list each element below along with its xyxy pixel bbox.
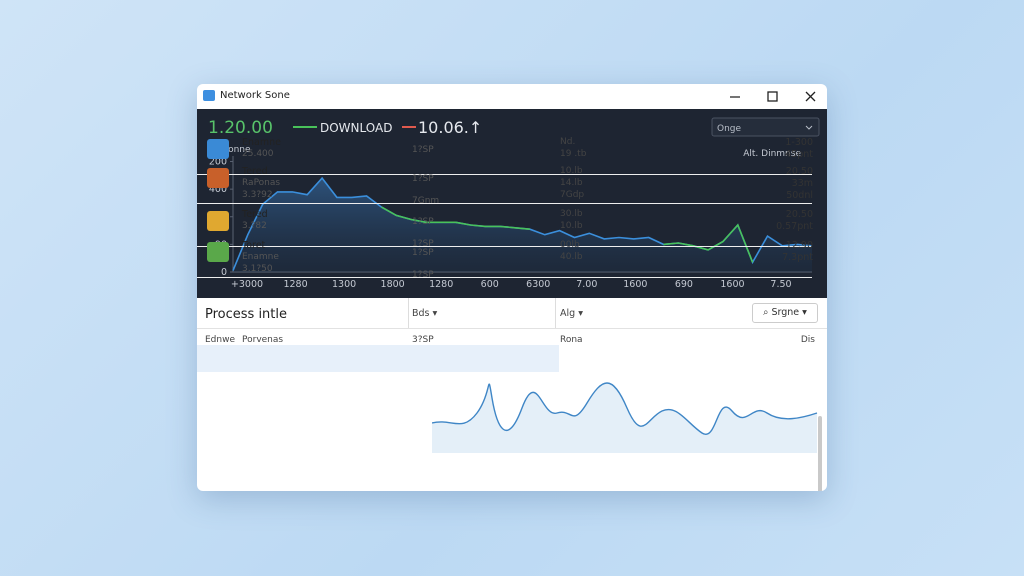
axis-label: * Sonne <box>215 145 251 155</box>
cell: 1?SP <box>412 217 434 227</box>
table-title: Process intle <box>205 307 288 322</box>
app-icon <box>203 90 215 101</box>
scrollbar[interactable] <box>818 416 822 491</box>
y-tick-label: 400 <box>209 184 227 195</box>
x-tick-label: +3000 <box>231 279 263 290</box>
cell: 1?SP <box>412 145 434 155</box>
x-tick-label: 1600 <box>623 279 647 290</box>
maximize[interactable] <box>767 91 778 102</box>
y-tick-label: 0 <box>221 267 227 278</box>
subheader-cell: Dis <box>800 335 815 345</box>
upload-value: 10.06.↑ <box>418 118 482 137</box>
row-name: Toret <box>242 240 266 251</box>
col-sep <box>408 298 409 328</box>
col-header[interactable]: Alg ▾ <box>560 308 583 319</box>
col-sep <box>555 298 556 328</box>
cell: 0.57pnt <box>776 221 813 232</box>
cell: 19 .tb <box>560 149 587 159</box>
row-highlight <box>197 345 559 372</box>
download-label: DOWNLOAD <box>320 121 392 135</box>
col-header[interactable]: Bds ▾ <box>412 308 438 319</box>
x-tick-label: 7.50 <box>770 279 791 290</box>
row-icon <box>207 242 229 262</box>
overlay-graph <box>432 382 818 453</box>
cell: 12.90 <box>785 240 813 251</box>
window-controls <box>730 91 816 102</box>
area <box>233 178 812 272</box>
close[interactable] <box>805 91 816 102</box>
x-tick-label: 6300 <box>526 279 550 290</box>
cell: 33m <box>791 178 813 189</box>
cell: 00lb <box>560 240 580 250</box>
cell: 1?SP <box>412 248 434 258</box>
dropdown-label: Onge <box>717 124 742 134</box>
button-label: Srgne <box>771 307 800 318</box>
chart: 1.20.00 DOWNLOAD 10.06.↑ Onge * Sonne Al… <box>208 117 820 290</box>
row-name: Tered <box>242 166 268 177</box>
row-icon <box>207 168 229 188</box>
legend-label: Alt. Dinmnse <box>743 149 801 159</box>
x-tick-label: 1280 <box>283 279 307 290</box>
dropdown[interactable] <box>711 117 820 137</box>
cell: 7.3pnt <box>782 252 813 263</box>
row-divider <box>197 246 812 247</box>
divider <box>197 328 827 329</box>
row-divider <box>197 203 812 204</box>
x-tick-label: 690 <box>675 279 693 290</box>
cell: 1?SP <box>412 270 434 280</box>
process-table: Process intle Bds ▾ Alg ▾ ⌕ Srgne ▾ Ednw… <box>197 137 827 491</box>
subheader-cell: Ednwe <box>205 335 236 345</box>
row-detail: 25.400 <box>242 149 274 159</box>
cell: Nd. <box>560 137 576 147</box>
cell: 20.50 <box>785 209 813 220</box>
subheader-cell: Porvenas <box>242 335 284 345</box>
x-tick-label: 1300 <box>332 279 356 290</box>
x-tick-label: 1800 <box>381 279 405 290</box>
row-divider <box>197 277 812 278</box>
cell: 1-300 <box>785 137 813 148</box>
window: Network Sone 1.20.00 DOWNLOAD 10.06.↑ On… <box>197 84 827 491</box>
window-title: Network Sone <box>220 90 290 101</box>
stat-value: 1.20.00 <box>208 118 273 138</box>
row-icon <box>207 211 229 231</box>
cell: 10.lb <box>560 221 583 231</box>
sort-button[interactable]: ⌕ Srgne ▾ <box>752 303 818 323</box>
cell: 14.lb <box>560 178 583 188</box>
row-name: Tered <box>242 209 268 220</box>
subheader-cell: 3?SP <box>412 335 434 345</box>
cell: 7Gnm <box>412 196 440 206</box>
row-name: Enamne <box>242 137 281 148</box>
line <box>381 206 754 263</box>
col-header-text: Bds <box>412 308 430 319</box>
cell: 1?SP <box>412 174 434 184</box>
x-tick-label: 600 <box>481 279 499 290</box>
subheader-cell: Rona <box>560 335 583 345</box>
cell: 10.lb <box>560 166 583 176</box>
row-detail: Enamne <box>242 252 279 262</box>
cell: 1?SP <box>412 239 434 249</box>
cell: 40.lb <box>560 252 583 262</box>
title-bar: Network Sone <box>197 84 827 110</box>
cell: 20.50 <box>785 166 813 177</box>
cell: 50dnl <box>786 190 813 201</box>
cell: 30.lb <box>560 209 583 219</box>
row-detail: RaPonas <box>242 178 281 188</box>
cell: 7Gdp <box>560 190 585 200</box>
x-tick-label: 7.00 <box>576 279 597 290</box>
col-header-text: Alg <box>560 308 576 319</box>
row-divider <box>197 174 812 175</box>
row-detail: 3.?82 <box>242 221 267 231</box>
x-tick-label: 1600 <box>720 279 744 290</box>
y-tick-label: 200 <box>209 157 227 168</box>
x-tick-label: 1280 <box>429 279 453 290</box>
cell: 45pnt <box>785 149 813 160</box>
row-icon <box>207 139 229 159</box>
row-detail: 3.3?92 <box>242 190 273 200</box>
dropdown-arrow <box>805 125 813 130</box>
row-detail: 3.1?50 <box>242 264 273 274</box>
